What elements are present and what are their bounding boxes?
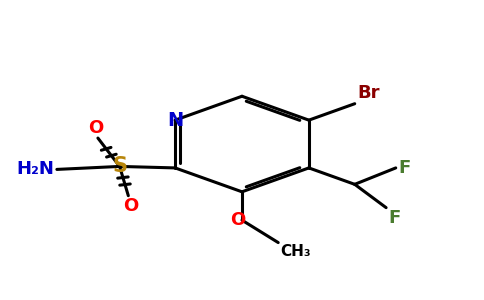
Text: O: O: [230, 211, 246, 229]
Text: N: N: [167, 111, 183, 130]
Text: S: S: [112, 156, 127, 176]
Text: F: F: [398, 159, 410, 177]
Text: CH₃: CH₃: [281, 244, 311, 259]
Text: Br: Br: [357, 84, 379, 102]
Text: H₂N: H₂N: [16, 160, 55, 178]
Text: F: F: [389, 209, 401, 227]
Text: O: O: [123, 197, 138, 215]
Text: O: O: [88, 118, 103, 136]
